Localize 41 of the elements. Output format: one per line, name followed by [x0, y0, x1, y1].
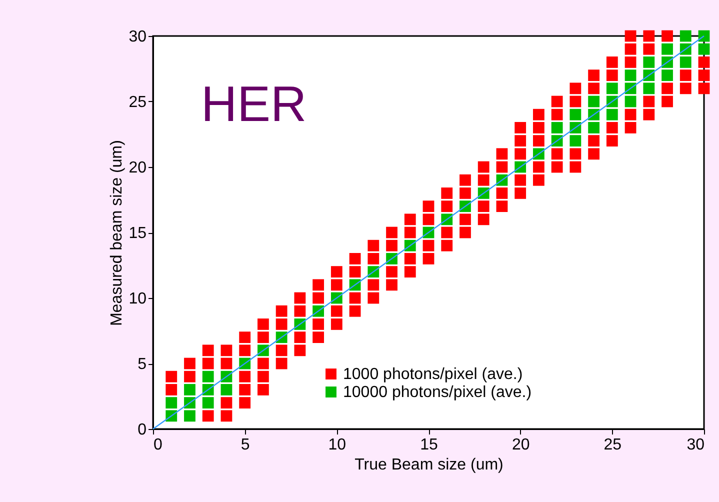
point	[184, 410, 196, 422]
y-tick-label: 0	[138, 422, 147, 438]
point	[184, 384, 196, 396]
point	[624, 70, 636, 81]
x-tick-label: 25	[604, 436, 622, 454]
point	[680, 30, 692, 42]
point	[662, 43, 673, 55]
x-axis-title: True Beam size (um)	[354, 456, 504, 474]
x-tick-label: 10	[328, 436, 346, 454]
y-tick-label: 20	[128, 160, 147, 176]
point	[570, 135, 582, 146]
point	[606, 108, 618, 120]
x-tick-label: 0	[154, 436, 162, 454]
point	[606, 82, 618, 94]
point	[680, 56, 692, 68]
point	[662, 70, 673, 81]
point	[202, 397, 214, 408]
y-tick-label: 10	[128, 290, 147, 308]
point	[202, 370, 214, 382]
x-tick-label: 30	[686, 436, 705, 454]
point	[643, 82, 655, 94]
y-tick-label: 15	[128, 225, 147, 242]
y-tick-label: 25	[128, 94, 147, 111]
x-tick-label: 15	[420, 436, 438, 454]
annotation: HER	[201, 76, 307, 132]
legend-label: 1000 photons/pixel (ave.)	[343, 366, 523, 383]
point	[588, 122, 600, 134]
point	[570, 108, 582, 120]
point	[624, 96, 636, 108]
point	[588, 96, 600, 108]
y-axis-title: Measured beam size (um)	[108, 140, 126, 326]
y-tick-label: 30	[128, 28, 147, 46]
legend-label: 10000 photons/pixel (ave.)	[343, 384, 532, 401]
point	[166, 397, 178, 408]
y-tick-label: 5	[138, 356, 147, 373]
point	[698, 43, 710, 55]
point	[551, 122, 563, 134]
point	[643, 56, 655, 68]
point	[220, 384, 232, 396]
x-tick-label: 5	[240, 436, 250, 454]
x-tick-label: 20	[512, 436, 530, 454]
